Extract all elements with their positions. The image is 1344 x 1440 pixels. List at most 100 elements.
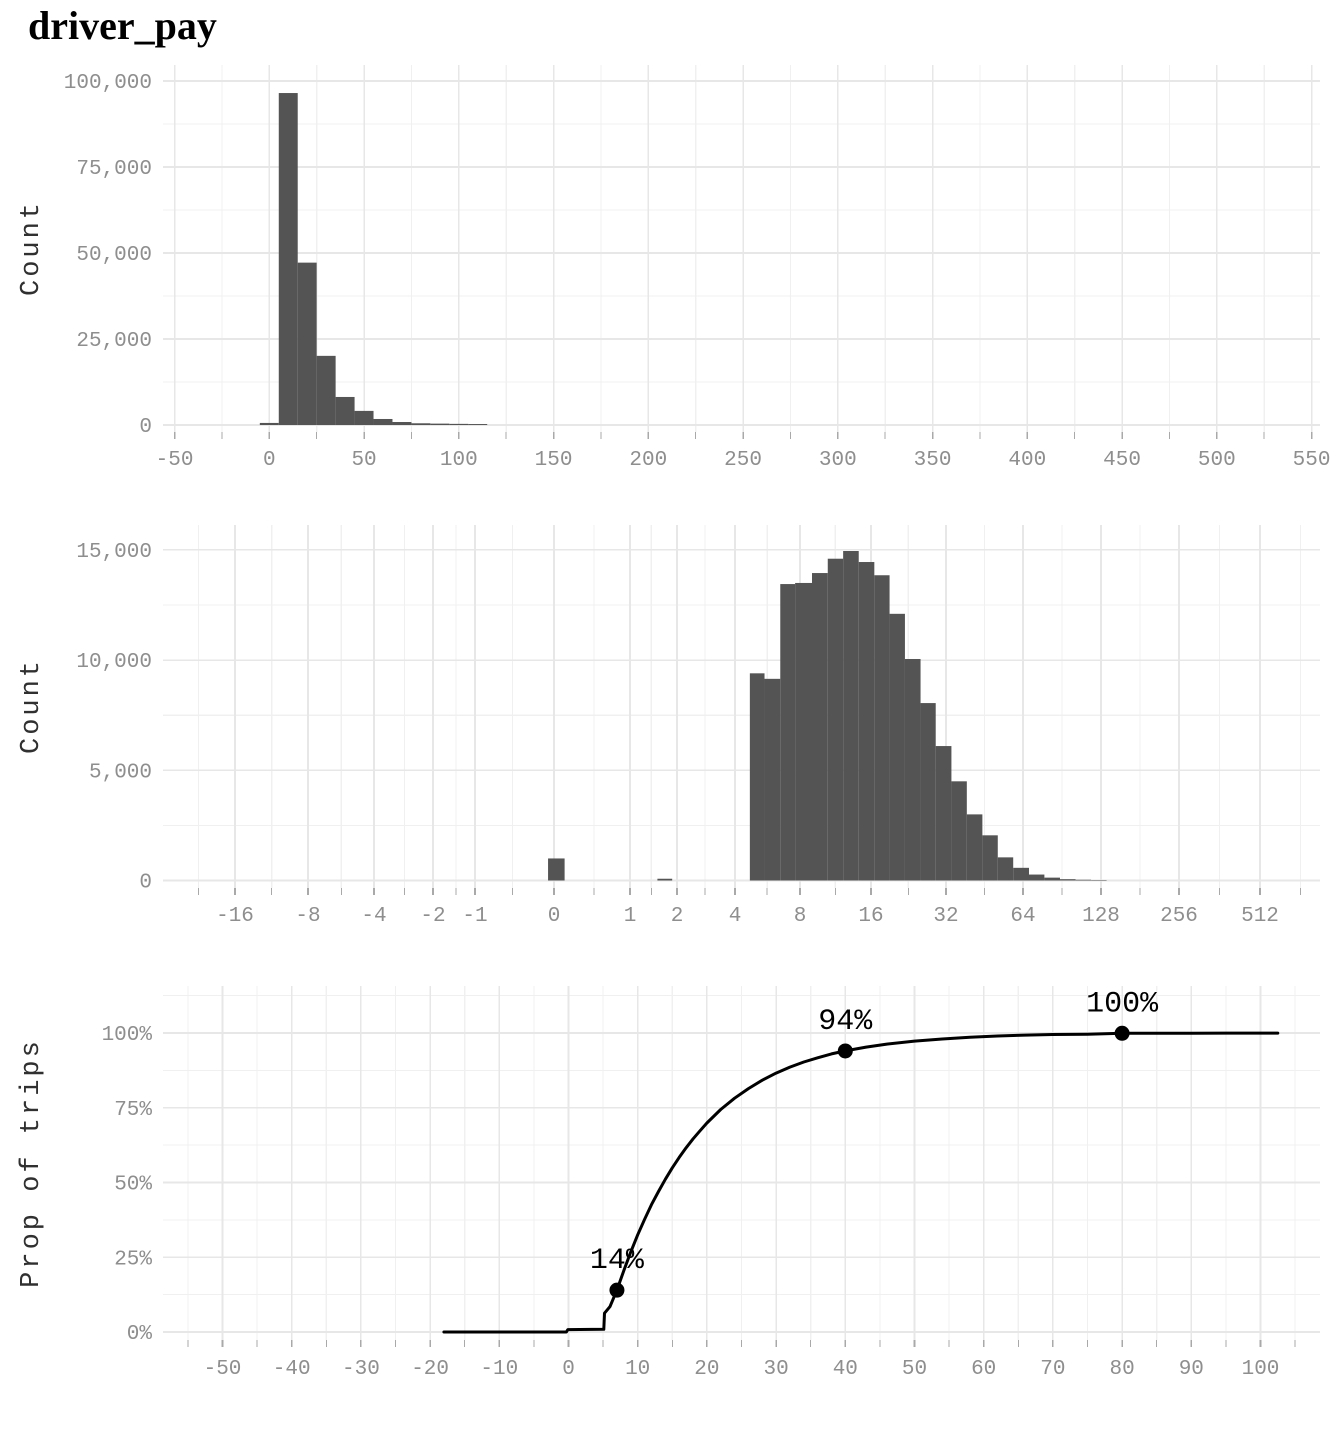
histogram-bar bbox=[449, 423, 469, 425]
y-tick-label: 10,000 bbox=[76, 651, 152, 674]
histogram-bar bbox=[1091, 880, 1107, 881]
histogram-bar bbox=[259, 422, 279, 425]
histogram-bar bbox=[874, 575, 890, 881]
y-tick-label: 75,000 bbox=[76, 158, 152, 181]
x-tick-label: 400 bbox=[1008, 449, 1046, 472]
x-tick-label: 0 bbox=[548, 905, 561, 928]
x-tick-label: -10 bbox=[480, 1358, 518, 1381]
histogram-bar bbox=[411, 423, 431, 425]
x-tick-label: 100 bbox=[440, 449, 478, 472]
histogram-bar bbox=[982, 835, 998, 881]
x-tick-label: 32 bbox=[933, 905, 958, 928]
x-tick-label: 8 bbox=[794, 905, 807, 928]
x-tick-label: -16 bbox=[216, 905, 254, 928]
histogram-bar bbox=[1059, 879, 1076, 881]
x-tick-label: -30 bbox=[342, 1358, 380, 1381]
x-tick-label: -20 bbox=[411, 1358, 449, 1381]
x-tick-label: 64 bbox=[1010, 905, 1035, 928]
x-tick-label: 30 bbox=[763, 1358, 788, 1381]
y-tick-label: 25,000 bbox=[76, 330, 152, 353]
histogram-bar bbox=[1028, 874, 1045, 881]
x-tick-label: 2 bbox=[671, 905, 684, 928]
x-tick-label: 16 bbox=[858, 905, 883, 928]
histogram-bar bbox=[843, 551, 859, 881]
x-tick-label: 4 bbox=[729, 905, 742, 928]
y-axis-title-hist-linear: Count bbox=[17, 200, 47, 296]
x-tick-label: 50 bbox=[351, 449, 376, 472]
quantile-label: 14% bbox=[590, 1244, 645, 1278]
histogram-bar bbox=[935, 746, 952, 881]
histogram-bar bbox=[1044, 877, 1060, 881]
ecdf-panel: 14% 94% 100% -50 -40 -30 -20 -10 0 10 20 30 40 50 60 70… bbox=[102, 986, 1320, 1381]
histogram-bar bbox=[373, 418, 393, 425]
y-tick-label: 0 bbox=[139, 872, 152, 895]
y-axis-title-hist-log: Count bbox=[17, 658, 47, 754]
x-tick-label: -2 bbox=[420, 905, 445, 928]
histogram-bar bbox=[278, 93, 298, 425]
histogram-linear-panel: -50 0 50 100 150 200 250 300 350 400 450 500 550025,… bbox=[64, 65, 1330, 472]
histogram-log-panel: -16 -8 -4 -2 -1 0 1 2 4 8 16 32 64 128 256 512 0 5,000 10,… bbox=[76, 525, 1320, 928]
histogram-bar bbox=[1013, 867, 1029, 881]
x-tick-label: 256 bbox=[1160, 905, 1198, 928]
quantile-label: 94% bbox=[818, 1005, 873, 1039]
x-tick-label: 0 bbox=[263, 449, 276, 472]
quantile-label: 100% bbox=[1086, 987, 1159, 1021]
x-tick-label: -8 bbox=[295, 905, 320, 928]
histogram-bar bbox=[468, 424, 488, 425]
x-tick-label: 350 bbox=[914, 449, 952, 472]
quantile-marker bbox=[837, 1043, 853, 1059]
x-tick-label: 90 bbox=[1179, 1358, 1204, 1381]
x-tick-label: -50 bbox=[156, 449, 194, 472]
x-tick-label: 500 bbox=[1198, 449, 1236, 472]
x-tick-label: 80 bbox=[1109, 1358, 1134, 1381]
histogram-bar bbox=[966, 814, 983, 881]
y-tick-label: 5,000 bbox=[89, 761, 152, 784]
histogram-bar bbox=[1075, 879, 1092, 881]
y-tick-label: 50,000 bbox=[76, 244, 152, 267]
y-tick-label: 0 bbox=[139, 416, 152, 439]
histogram-bar bbox=[297, 262, 317, 425]
y-tick-label: 100% bbox=[102, 1024, 153, 1047]
y-tick-label: 15,000 bbox=[76, 541, 152, 564]
histogram-bar bbox=[392, 422, 412, 425]
ecdf-line bbox=[442, 1031, 1280, 1334]
histogram-bar bbox=[858, 562, 875, 881]
x-tick-label: 20 bbox=[694, 1358, 719, 1381]
histogram-bar bbox=[316, 355, 336, 425]
histogram-bar bbox=[951, 781, 967, 881]
x-tick-label: -50 bbox=[204, 1358, 242, 1381]
x-tick-label: 1 bbox=[624, 905, 637, 928]
x-tick-label: 512 bbox=[1241, 905, 1279, 928]
quantile-marker bbox=[609, 1282, 625, 1298]
histogram-bar bbox=[354, 410, 374, 425]
x-tick-label: 300 bbox=[819, 449, 857, 472]
histogram-bar bbox=[795, 582, 813, 881]
x-tick-label: -1 bbox=[462, 905, 487, 928]
y-tick-label: 50% bbox=[114, 1174, 152, 1197]
quantile-marker bbox=[1114, 1025, 1130, 1041]
x-tick-label: -4 bbox=[361, 905, 386, 928]
histogram-bar bbox=[780, 584, 796, 881]
x-tick-label: 128 bbox=[1082, 905, 1120, 928]
y-tick-label: 25% bbox=[114, 1248, 152, 1271]
histogram-bar bbox=[430, 423, 450, 425]
histogram-bar bbox=[764, 678, 781, 881]
y-tick-label: 0% bbox=[127, 1323, 153, 1346]
histogram-bar bbox=[812, 573, 828, 881]
histogram-bar bbox=[657, 878, 673, 881]
x-tick-label: 250 bbox=[724, 449, 762, 472]
x-tick-label: 40 bbox=[833, 1358, 858, 1381]
histogram-bar bbox=[997, 857, 1014, 881]
x-tick-label: 70 bbox=[1040, 1358, 1065, 1381]
histogram-bar bbox=[889, 613, 905, 881]
x-tick-label: 50 bbox=[902, 1358, 927, 1381]
histogram-bar bbox=[335, 396, 355, 425]
x-tick-label: -40 bbox=[273, 1358, 311, 1381]
y-tick-label: 100,000 bbox=[64, 72, 152, 95]
histogram-bar bbox=[548, 858, 565, 881]
histogram-bar bbox=[904, 658, 921, 881]
x-tick-label: 10 bbox=[625, 1358, 650, 1381]
x-tick-label: 0 bbox=[562, 1358, 575, 1381]
histogram-bar bbox=[827, 558, 844, 881]
